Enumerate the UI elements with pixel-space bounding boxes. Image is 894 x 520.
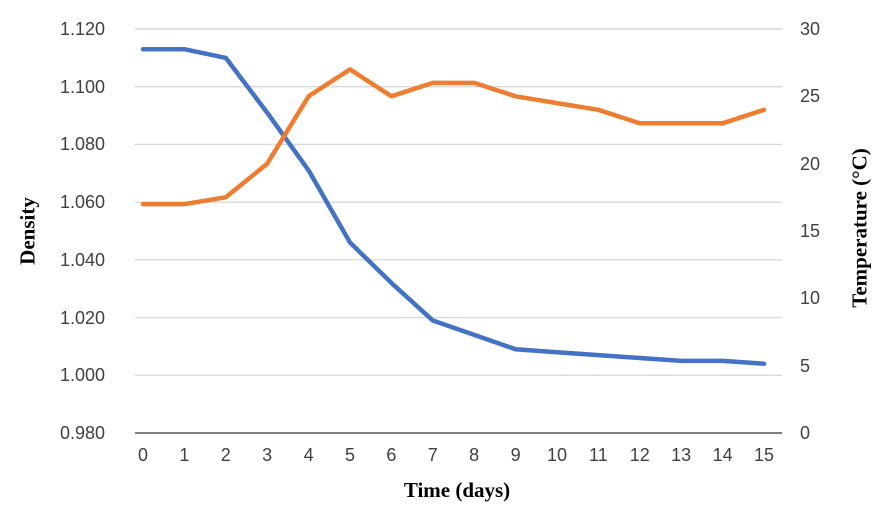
y-left-tick-label: 0.980 (59, 423, 105, 443)
x-tick-label: 2 (220, 445, 231, 465)
x-tick-label: 3 (262, 445, 273, 465)
x-tick-label: 5 (344, 445, 356, 465)
x-tick-label: 9 (510, 445, 521, 465)
y-right-tick-label: 5 (800, 355, 811, 376)
y-right-tick-label: 15 (800, 221, 821, 241)
y-left-tick-label: 1.040 (59, 249, 105, 270)
x-tick-label: 15 (753, 445, 775, 465)
y-left-tick-label: 1.100 (59, 76, 105, 97)
x-tick-label: 11 (589, 445, 608, 465)
x-tick-label: 12 (629, 445, 650, 465)
y-right-tick-label: 25 (800, 86, 821, 107)
x-tick-label: 6 (386, 445, 397, 465)
x-tick-label: 0 (137, 445, 149, 465)
y-right-tick-label: 20 (800, 153, 821, 174)
x-tick-label: 7 (427, 445, 438, 465)
x-tick-label: 1 (179, 445, 190, 465)
y-right-tick-label: 10 (800, 288, 821, 309)
x-tick-label: 14 (712, 445, 733, 465)
y-left-tick-label: 1.080 (59, 134, 105, 155)
y-right-tick-label: 0 (800, 423, 811, 443)
x-tick-label: 4 (303, 445, 314, 465)
series-line-temperature (140, 67, 767, 207)
right-axis-title: Temperature (°C) (847, 148, 872, 308)
y-right-tick-label: 30 (800, 19, 821, 39)
left-axis-title: Density (15, 197, 40, 265)
x-tick-label: 8 (469, 445, 480, 465)
x-tick-label: 13 (671, 445, 692, 465)
y-left-tick-label: 1.000 (59, 365, 105, 386)
y-left-tick-label: 1.060 (59, 192, 105, 213)
x-tick-label: 10 (546, 445, 568, 465)
y-left-tick-label: 1.120 (59, 19, 105, 39)
x-axis-title: Time (days) (403, 478, 511, 502)
series-line-density (140, 46, 767, 366)
y-left-tick-label: 1.020 (59, 307, 105, 328)
